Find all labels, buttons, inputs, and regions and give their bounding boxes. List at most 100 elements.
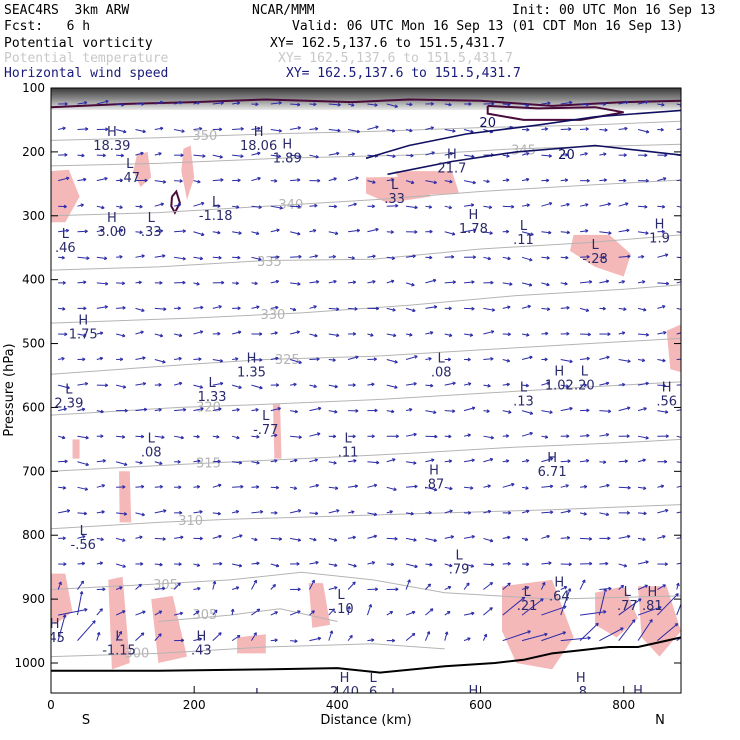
wind-vector [290, 204, 301, 209]
field-theta-xy: XY= 162.5,137.6 to 151.5,431.7 [278, 51, 513, 66]
wind-vector [657, 330, 667, 335]
wind-vector [406, 254, 416, 259]
wind-vector [290, 561, 300, 566]
wind-vector [174, 435, 184, 440]
extremum-value: .33 [384, 192, 405, 207]
wind-vector [599, 512, 610, 517]
wind-vector [676, 231, 681, 233]
wind-vector [367, 638, 375, 642]
wind-vector [270, 128, 282, 133]
wind-vector [405, 180, 415, 185]
wind-vector [96, 256, 108, 261]
wind-vector [270, 485, 280, 490]
y-tick-label: 100 [22, 81, 45, 95]
theta-contour-1 [51, 143, 681, 167]
wind-vector [270, 205, 283, 210]
wind-vector [154, 100, 164, 105]
wind-vector [135, 434, 145, 439]
extremum-type: H [254, 125, 264, 140]
x-end-left: S [82, 713, 90, 728]
theta-contour-11 [51, 643, 445, 658]
theta-label-9: 305 [153, 578, 178, 593]
wind-vector [406, 484, 418, 489]
wind-vector [231, 634, 241, 642]
wind-vector [77, 127, 89, 131]
wind-vector [96, 484, 106, 488]
wind-vector [290, 282, 301, 286]
wind-vector [676, 435, 681, 438]
wind-vector [309, 126, 319, 131]
extremum-type: L [212, 195, 220, 210]
wind-vector [193, 357, 202, 361]
theta-contour-5 [51, 337, 681, 375]
extremum-value: 3.00 [97, 225, 126, 240]
wind-vector [405, 332, 413, 337]
wind-vector [521, 282, 533, 287]
wind-vector [232, 357, 239, 361]
wind-vector [483, 562, 495, 567]
wind-vector [270, 228, 280, 233]
wind-vector [232, 281, 239, 286]
wind-vector [328, 204, 338, 209]
wind-vector [618, 619, 636, 641]
wind-vector [502, 229, 510, 234]
wind-vector [424, 631, 431, 641]
wind-vector [444, 280, 456, 285]
extremum-value: -.77 [253, 423, 278, 438]
wind-vector [502, 102, 511, 107]
wind-vector [96, 176, 108, 182]
wind-vector [637, 381, 649, 386]
wind-vector [58, 102, 68, 106]
theta-label-2: 340 [278, 198, 303, 213]
wind-vector [290, 409, 298, 414]
wind-vector [232, 509, 240, 514]
wind-vector [521, 431, 533, 437]
wind-vector [96, 205, 105, 210]
extremum-value: .56 [656, 394, 677, 409]
wind-vector [618, 280, 626, 284]
wind-vector [425, 410, 437, 415]
wind-vector [618, 598, 642, 616]
wind-vector [580, 408, 590, 413]
wind-vector [212, 305, 222, 309]
wind-vector [328, 254, 336, 259]
wind-vector [676, 307, 681, 310]
wind-vector [232, 154, 244, 158]
wind-vector [154, 307, 167, 311]
wind-vector [212, 561, 223, 566]
wind-vector [367, 382, 375, 387]
wind-vector [77, 486, 89, 491]
wind-vector [116, 178, 123, 183]
wind-vector [386, 384, 398, 389]
wind-vector [521, 486, 529, 490]
wind-vector [502, 482, 515, 488]
extremum-type: H [468, 684, 478, 699]
y-tick-label: 600 [22, 400, 45, 414]
wind-vector [483, 330, 495, 335]
wind-vector [57, 614, 67, 641]
org-label: NCAR/MMM [252, 3, 315, 18]
extremum-type: H [447, 147, 457, 162]
pv-fill-region-7 [272, 404, 282, 459]
wind-vector [348, 228, 361, 233]
wind-vector [135, 102, 145, 106]
wind-vector [174, 407, 187, 412]
wind-vector [135, 632, 145, 642]
wind-vector [308, 579, 315, 590]
wind-vector [309, 203, 318, 208]
wind-vector [599, 355, 610, 361]
wind-vector [618, 584, 625, 590]
theta-contour-2 [51, 179, 681, 217]
extremum-type: L [591, 238, 599, 253]
wind-vector [309, 511, 319, 516]
wind-vector [270, 511, 278, 515]
wind-vector [599, 202, 611, 207]
wind-vector [328, 151, 340, 156]
wind-vector [347, 103, 355, 107]
wind-vector [618, 228, 630, 233]
extremum-value: -1.15 [102, 644, 136, 659]
wind-vector [212, 534, 222, 539]
wind-vector [618, 382, 626, 387]
wind-vector [77, 357, 86, 362]
wind-vector [116, 153, 125, 158]
